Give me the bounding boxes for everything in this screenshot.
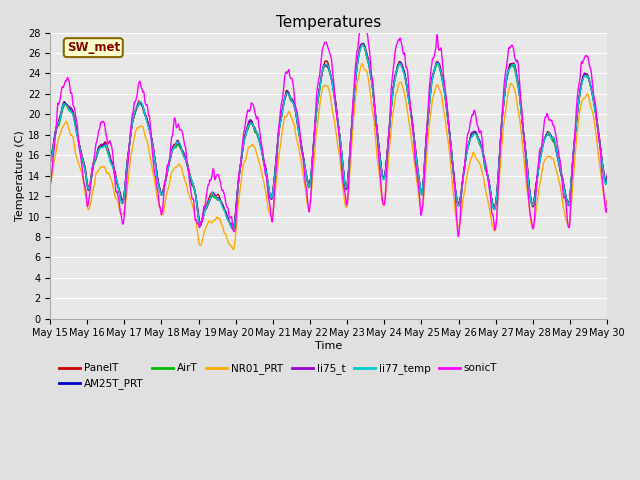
Legend: PanelT, AM25T_PRT, AirT, NR01_PRT, li75_t, li77_temp, sonicT: PanelT, AM25T_PRT, AirT, NR01_PRT, li75_… — [55, 359, 502, 394]
Text: SW_met: SW_met — [67, 41, 120, 54]
Y-axis label: Temperature (C): Temperature (C) — [15, 130, 25, 221]
X-axis label: Time: Time — [315, 341, 342, 351]
Title: Temperatures: Temperatures — [276, 15, 381, 30]
